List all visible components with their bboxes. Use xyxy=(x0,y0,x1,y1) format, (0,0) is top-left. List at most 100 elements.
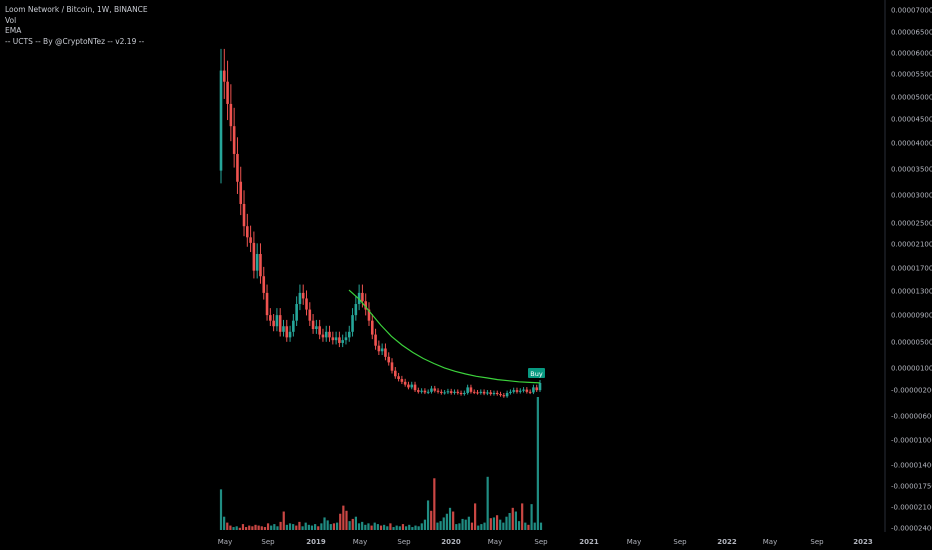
volume-bar xyxy=(539,522,543,530)
candle xyxy=(397,376,400,380)
volume-bar xyxy=(276,526,279,530)
volume-bar xyxy=(455,524,458,530)
volume-bar xyxy=(499,519,502,530)
volume-bar xyxy=(461,518,464,530)
volume-bar xyxy=(345,510,348,530)
chart-legend: Loom Network / Bitcoin, 1W, BINANCE Vol … xyxy=(5,5,148,47)
volume-bar xyxy=(282,511,285,530)
y-tick-label: 0.00003500 xyxy=(891,166,932,174)
candle xyxy=(311,320,315,330)
volume-bar xyxy=(408,524,411,530)
volume-bar xyxy=(292,524,295,530)
candle xyxy=(249,237,252,243)
volume-bar xyxy=(335,522,339,530)
volume-bar xyxy=(304,522,307,530)
volume-bar xyxy=(273,524,276,530)
candle xyxy=(318,326,321,335)
candle xyxy=(331,337,335,341)
volume-bar xyxy=(310,525,314,530)
volume-bar xyxy=(401,524,405,530)
candle xyxy=(328,331,331,338)
candle xyxy=(308,309,312,321)
ema-legend[interactable]: EMA xyxy=(5,26,22,35)
volume-bar xyxy=(470,522,474,530)
volume-bar xyxy=(411,527,414,530)
volume-bar xyxy=(442,517,445,530)
volume-bar xyxy=(404,526,408,530)
candle xyxy=(222,70,226,82)
volume-bar xyxy=(502,522,505,530)
y-tick-label: 0.00000500 xyxy=(891,339,932,347)
candle xyxy=(417,390,420,392)
candle xyxy=(242,203,246,227)
candle xyxy=(390,362,394,371)
volume-bar xyxy=(241,524,245,530)
candle xyxy=(370,320,374,335)
y-tick-label: -0.00000600 xyxy=(891,413,932,421)
candle xyxy=(528,391,532,393)
candle xyxy=(265,292,269,316)
candle xyxy=(341,340,344,343)
y-tick-label: 0.00002500 xyxy=(891,220,932,228)
volume-bar xyxy=(489,518,492,530)
x-tick-label: 2020 xyxy=(441,538,461,546)
volume-bar xyxy=(376,524,379,530)
candle xyxy=(436,390,440,392)
x-tick-label: 2023 xyxy=(853,538,873,546)
x-tick-label: 2022 xyxy=(717,538,737,546)
volume-bar xyxy=(426,500,430,530)
candle xyxy=(259,253,262,277)
candle xyxy=(463,392,466,395)
candle xyxy=(505,392,509,397)
candle xyxy=(515,390,519,392)
volume-bar xyxy=(467,516,470,530)
volume-legend[interactable]: Vol xyxy=(5,15,17,25)
symbol-title[interactable]: Loom Network / Bitcoin, 1W, BINANCE xyxy=(5,5,148,14)
candle xyxy=(459,392,463,395)
volume-bar xyxy=(251,526,254,530)
candle xyxy=(226,81,229,104)
indicator-legend[interactable]: -- UCTS -- By @CryptoNTez -- v2.19 -- xyxy=(5,36,145,46)
volume-bar xyxy=(342,505,345,530)
volume-bar xyxy=(423,519,427,530)
volume-bar xyxy=(329,524,332,530)
volume-bar xyxy=(505,516,508,530)
candle xyxy=(269,315,272,321)
candle xyxy=(426,391,430,393)
volume-bar xyxy=(448,507,452,530)
candle xyxy=(502,395,506,397)
y-tick-label: 0.00006500 xyxy=(891,29,932,37)
volume-bar xyxy=(480,524,483,530)
candle xyxy=(482,391,486,394)
volume-bar xyxy=(235,526,238,530)
candle xyxy=(354,304,358,316)
x-tick-label: May xyxy=(488,538,502,546)
candle xyxy=(374,334,377,346)
x-tick-label: Sep xyxy=(810,538,824,546)
volume-bar xyxy=(417,526,420,530)
candle xyxy=(518,390,522,392)
volume-bar xyxy=(301,526,304,530)
candle xyxy=(338,337,341,343)
candle xyxy=(361,292,364,302)
volume-bar xyxy=(244,527,248,530)
y-tick-label: -0.00000200 xyxy=(891,387,932,395)
volume-bar xyxy=(389,523,392,530)
candle xyxy=(486,392,489,394)
candle xyxy=(347,331,351,338)
volume-bar xyxy=(254,524,257,530)
candle xyxy=(410,384,414,388)
candle xyxy=(252,242,256,271)
candle xyxy=(229,103,233,127)
candle xyxy=(538,382,542,391)
volume-bar xyxy=(508,513,511,530)
volume-bar xyxy=(445,513,448,530)
x-tick-label: 2019 xyxy=(306,538,326,546)
candle xyxy=(315,326,318,330)
buy-signal-label: Buy xyxy=(530,370,543,378)
volume-bar xyxy=(430,510,433,530)
candle xyxy=(246,226,249,238)
candle xyxy=(532,387,535,393)
volume-bar xyxy=(530,504,533,530)
